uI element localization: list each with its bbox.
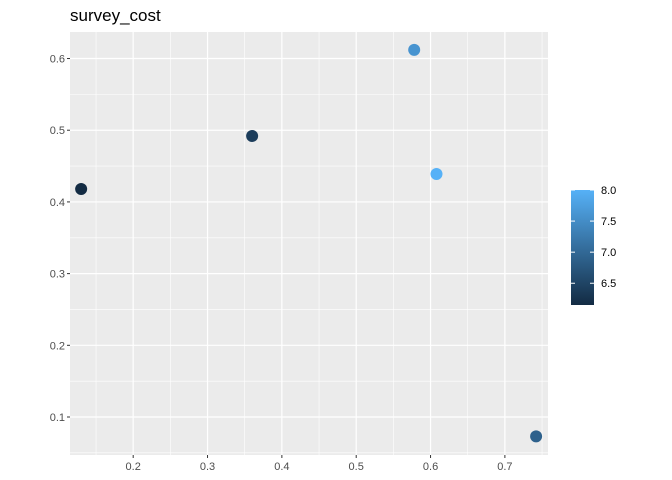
data-point	[430, 167, 443, 180]
y-axis: 0.1 0.2 0.3 0.4 0.5 0.6	[50, 54, 70, 424]
x-tick-label: 0.3	[200, 461, 215, 473]
data-point	[408, 43, 421, 56]
color-legend: 6.5 7.0 7.5 8.0	[571, 185, 616, 305]
colorbar	[571, 190, 594, 305]
x-tick-label: 0.4	[274, 461, 289, 473]
chart-title: survey_cost	[70, 6, 161, 25]
x-axis: 0.2 0.3 0.4 0.5 0.6 0.7	[126, 455, 513, 473]
y-tick-label: 0.5	[50, 125, 65, 137]
y-tick-label: 0.4	[50, 197, 65, 209]
y-tick-label: 0.1	[50, 412, 65, 424]
plot-panel	[70, 32, 548, 455]
x-tick-label: 0.2	[126, 461, 141, 473]
data-point	[246, 129, 259, 142]
y-tick-label: 0.2	[50, 340, 65, 352]
x-tick-label: 0.7	[497, 461, 512, 473]
data-point	[530, 430, 543, 443]
major-gridlines	[70, 32, 548, 455]
data-point	[75, 183, 88, 196]
colorbar-label: 7.0	[601, 247, 616, 259]
data-points	[75, 43, 543, 443]
y-tick-label: 0.6	[50, 54, 65, 66]
x-tick-label: 0.6	[423, 461, 438, 473]
y-tick-label: 0.3	[50, 269, 65, 281]
colorbar-label: 8.0	[601, 185, 616, 197]
colorbar-label: 6.5	[601, 278, 616, 290]
minor-gridlines	[70, 32, 548, 455]
x-tick-label: 0.5	[349, 461, 364, 473]
colorbar-label: 7.5	[601, 216, 616, 228]
